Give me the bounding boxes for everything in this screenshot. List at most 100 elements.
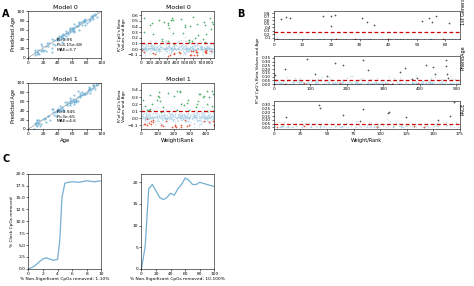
Point xyxy=(158,117,165,121)
Point xyxy=(200,47,208,51)
Point xyxy=(370,82,377,86)
Point xyxy=(141,47,148,51)
Point xyxy=(425,80,433,84)
Point xyxy=(312,80,319,84)
Point xyxy=(159,112,167,117)
Point xyxy=(76,93,83,98)
Point xyxy=(210,115,217,120)
Point xyxy=(199,115,206,119)
Point xyxy=(197,45,205,50)
Point xyxy=(197,41,205,45)
Point xyxy=(70,25,77,30)
Point xyxy=(321,79,329,84)
Point xyxy=(90,13,97,18)
Point xyxy=(210,45,217,50)
Point xyxy=(139,112,147,117)
Point xyxy=(142,111,149,116)
Point xyxy=(206,40,213,45)
Point xyxy=(69,28,77,33)
Point xyxy=(372,81,380,85)
Point xyxy=(187,45,195,49)
Point xyxy=(326,82,333,86)
Point xyxy=(182,114,189,118)
Point xyxy=(195,118,202,122)
Point xyxy=(203,44,210,49)
Point xyxy=(146,114,154,118)
Point xyxy=(279,125,286,130)
Point xyxy=(170,43,177,48)
Point xyxy=(162,107,170,112)
Point xyxy=(181,43,189,48)
Point xyxy=(146,117,153,122)
Point xyxy=(372,81,380,86)
Point xyxy=(194,45,201,50)
Point xyxy=(210,116,217,121)
Point xyxy=(206,121,214,126)
Point xyxy=(278,81,285,86)
Point xyxy=(205,112,212,117)
Point xyxy=(161,41,168,46)
Point xyxy=(178,43,186,48)
Point xyxy=(142,116,150,120)
Point xyxy=(426,80,434,84)
Point xyxy=(145,113,152,118)
Point xyxy=(139,47,146,51)
Point xyxy=(298,125,305,130)
Point xyxy=(427,37,434,42)
Point xyxy=(35,121,43,126)
Point xyxy=(303,56,310,61)
Point xyxy=(435,81,443,86)
Point xyxy=(165,116,173,120)
Point xyxy=(207,48,215,53)
Point xyxy=(81,22,88,27)
Point xyxy=(194,45,201,50)
Point xyxy=(193,42,201,46)
Point xyxy=(374,124,382,129)
Point xyxy=(426,125,433,129)
Point xyxy=(440,82,448,86)
Point xyxy=(73,98,80,102)
Point xyxy=(144,109,152,113)
Point xyxy=(143,113,150,117)
Point xyxy=(299,119,306,124)
Point xyxy=(281,82,288,86)
Point xyxy=(163,119,170,124)
Point xyxy=(206,116,213,120)
Point xyxy=(145,46,153,50)
Point xyxy=(183,124,191,128)
Point xyxy=(332,124,339,128)
Point xyxy=(141,45,149,49)
Point xyxy=(58,32,66,37)
Point xyxy=(161,114,168,118)
Point xyxy=(198,45,206,50)
Point xyxy=(206,115,214,119)
Point xyxy=(408,76,415,81)
Point xyxy=(428,81,435,86)
Point xyxy=(326,74,333,79)
Point xyxy=(203,46,211,50)
Point xyxy=(141,47,148,51)
Point xyxy=(57,36,64,41)
Point xyxy=(147,121,155,126)
Point xyxy=(163,116,171,120)
Point xyxy=(168,33,175,38)
Point xyxy=(331,13,338,17)
Point xyxy=(175,112,183,116)
Point xyxy=(144,114,151,119)
Point xyxy=(143,108,150,112)
Point xyxy=(157,48,165,53)
Point xyxy=(154,93,161,98)
Point xyxy=(74,23,82,28)
Point xyxy=(339,80,347,85)
Point xyxy=(169,109,177,114)
Point xyxy=(167,116,175,120)
Point xyxy=(178,116,186,121)
Point xyxy=(144,106,152,111)
Point xyxy=(145,44,152,48)
Point xyxy=(162,116,169,120)
Point xyxy=(399,37,406,42)
Point xyxy=(76,95,84,100)
Point xyxy=(421,80,428,85)
Point xyxy=(292,124,300,128)
Point xyxy=(205,113,212,117)
